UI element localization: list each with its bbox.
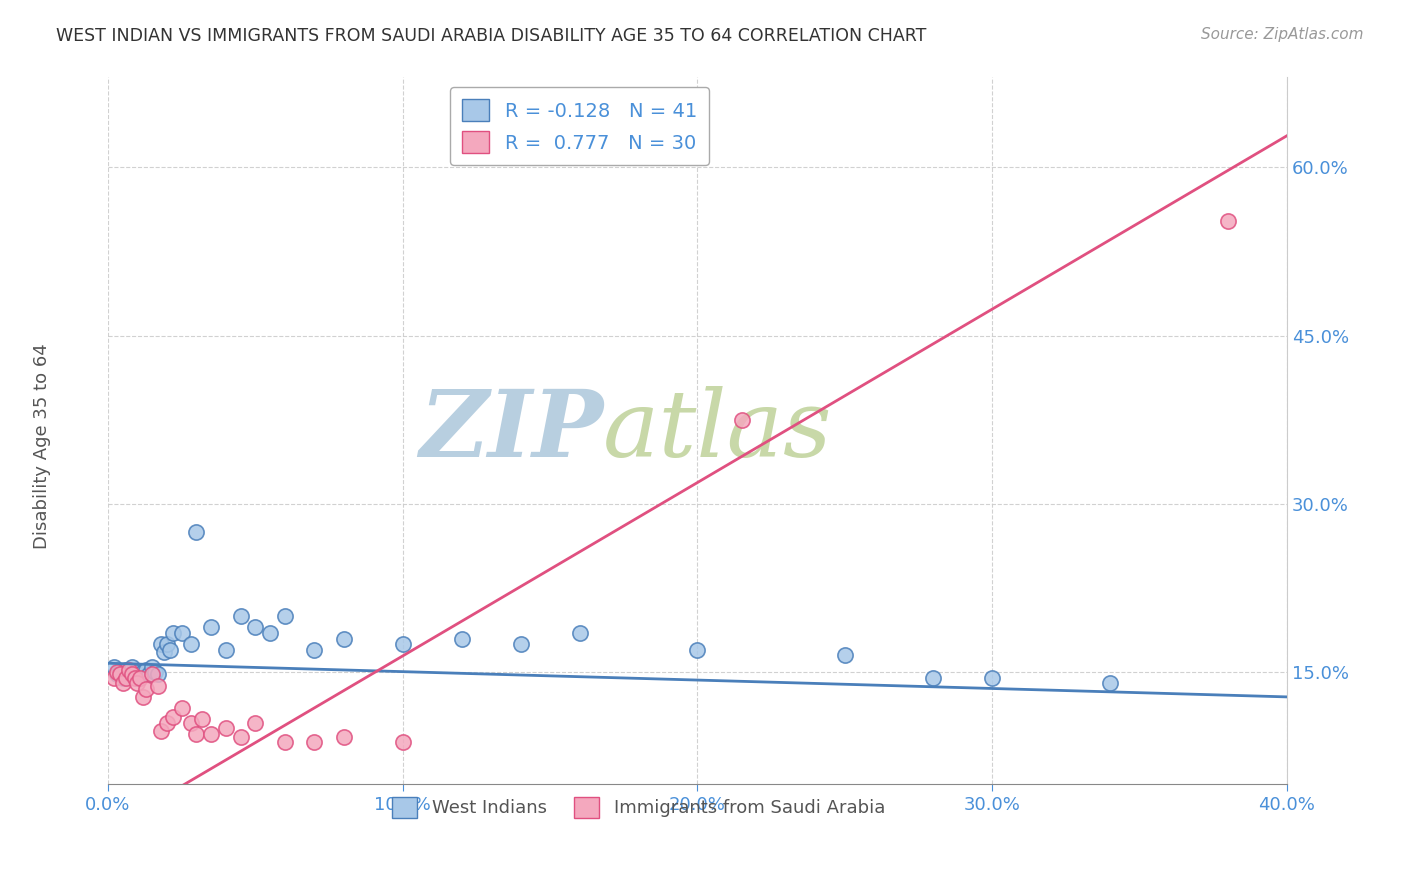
Point: [129, 671, 152, 685]
Point: [108, 665, 131, 680]
Point: [730, 413, 752, 427]
Point: [121, 659, 143, 673]
Point: [162, 710, 184, 724]
Point: [150, 723, 173, 738]
Point: [568, 626, 591, 640]
Text: Disability Age 35 to 64: Disability Age 35 to 64: [34, 343, 51, 549]
Point: [114, 663, 136, 677]
Text: Source: ZipAtlas.com: Source: ZipAtlas.com: [1201, 27, 1364, 42]
Point: [129, 667, 152, 681]
Point: [274, 735, 297, 749]
Point: [450, 632, 472, 646]
Point: [922, 671, 945, 685]
Point: [135, 681, 157, 696]
Legend: West Indians, Immigrants from Saudi Arabia: West Indians, Immigrants from Saudi Arab…: [385, 789, 893, 825]
Point: [105, 667, 128, 681]
Point: [153, 645, 176, 659]
Point: [135, 663, 157, 677]
Point: [146, 667, 169, 681]
Point: [132, 665, 155, 680]
Point: [138, 667, 160, 681]
Point: [103, 659, 125, 673]
Point: [127, 676, 149, 690]
Point: [200, 620, 222, 634]
Point: [141, 667, 163, 681]
Point: [245, 620, 267, 634]
Point: [121, 667, 143, 681]
Point: [127, 671, 149, 685]
Point: [159, 642, 181, 657]
Point: [124, 671, 146, 685]
Point: [179, 715, 201, 730]
Point: [179, 637, 201, 651]
Point: [124, 665, 146, 680]
Point: [117, 667, 139, 681]
Point: [143, 665, 166, 680]
Point: [509, 637, 531, 651]
Point: [332, 731, 354, 745]
Point: [215, 642, 238, 657]
Point: [146, 679, 169, 693]
Point: [105, 665, 128, 680]
Point: [332, 632, 354, 646]
Point: [391, 735, 413, 749]
Text: WEST INDIAN VS IMMIGRANTS FROM SAUDI ARABIA DISABILITY AGE 35 TO 64 CORRELATION : WEST INDIAN VS IMMIGRANTS FROM SAUDI ARA…: [56, 27, 927, 45]
Point: [111, 676, 134, 690]
Point: [170, 701, 193, 715]
Point: [981, 671, 1004, 685]
Point: [108, 667, 131, 681]
Point: [200, 727, 222, 741]
Point: [170, 626, 193, 640]
Point: [132, 690, 155, 704]
Point: [686, 642, 709, 657]
Point: [1216, 214, 1239, 228]
Point: [162, 626, 184, 640]
Text: atlas: atlas: [603, 386, 832, 476]
Point: [150, 637, 173, 651]
Text: ZIP: ZIP: [419, 386, 603, 476]
Point: [156, 715, 179, 730]
Point: [186, 524, 208, 539]
Point: [274, 609, 297, 624]
Point: [229, 609, 252, 624]
Point: [117, 663, 139, 677]
Point: [111, 671, 134, 685]
Point: [156, 637, 179, 651]
Point: [1098, 676, 1121, 690]
Point: [391, 637, 413, 651]
Point: [141, 659, 163, 673]
Point: [103, 671, 125, 685]
Point: [114, 671, 136, 685]
Point: [834, 648, 856, 663]
Point: [186, 727, 208, 741]
Point: [215, 722, 238, 736]
Point: [304, 735, 326, 749]
Point: [229, 731, 252, 745]
Point: [191, 712, 214, 726]
Point: [245, 715, 267, 730]
Point: [259, 626, 281, 640]
Point: [304, 642, 326, 657]
